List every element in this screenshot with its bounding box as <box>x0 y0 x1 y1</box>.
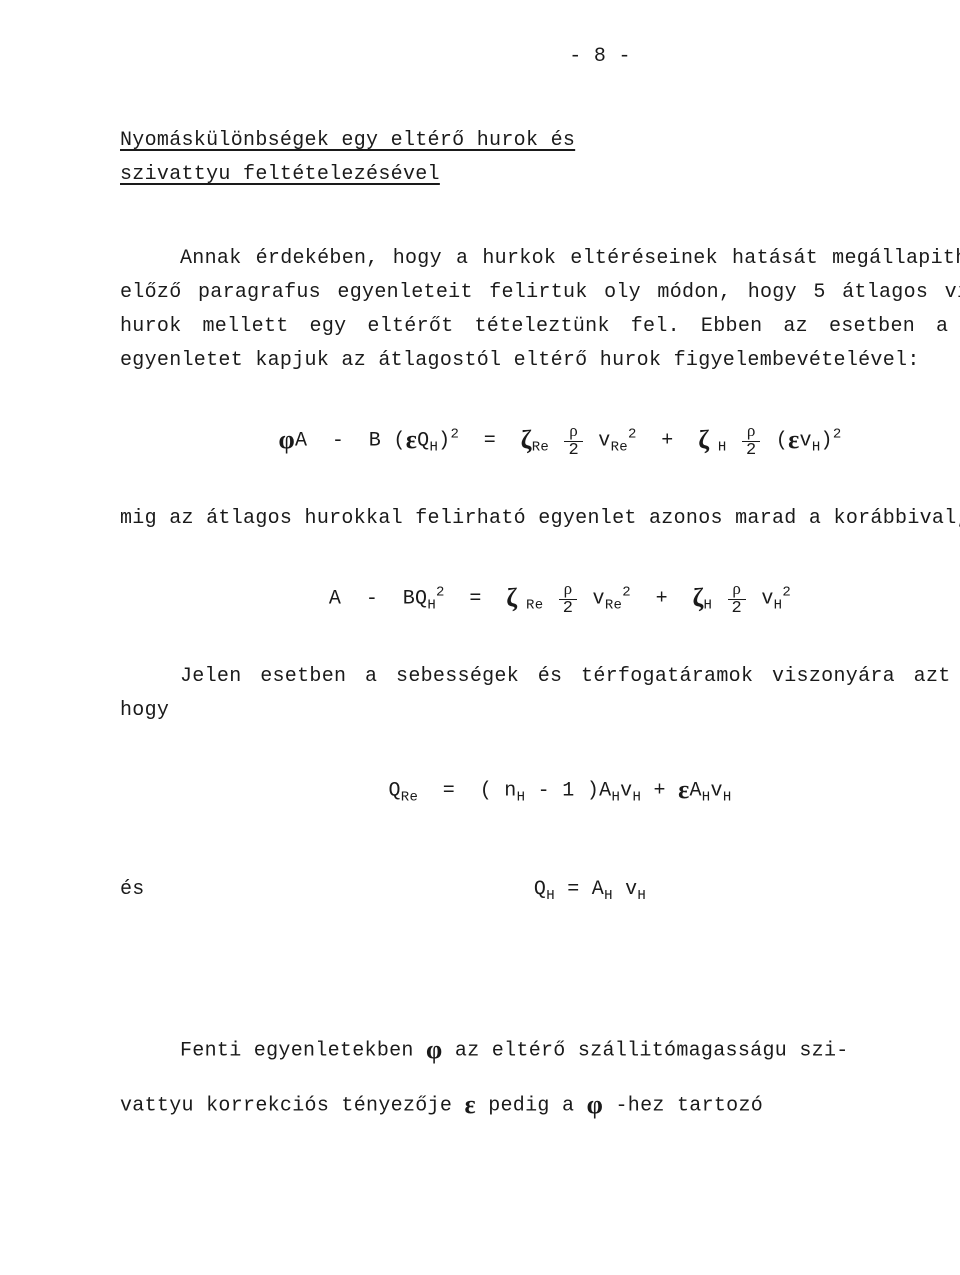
heading-line-2: szivattyu feltételezésével <box>120 163 440 186</box>
equation-15: φA - B (εQH)2 = ζRe ρ2 vRe2 + ζ H ρ2 (εv… <box>120 418 960 462</box>
para4-c: vattyu korrekciós tényezője <box>120 1094 464 1117</box>
para4-a: Fenti egyenletekben <box>180 1040 426 1063</box>
equation-16-row: A - BQH2 = ζ Re ρ2 vRe2 + ζH ρ2 vH2 /16/ <box>120 576 960 620</box>
para4-b: az eltérő szállitómagasságu szi- <box>455 1040 849 1063</box>
para4-d: pedig a <box>488 1094 586 1117</box>
paragraph-2: mig az átlagos hurokkal felirható egyenl… <box>120 502 960 536</box>
section-heading: Nyomáskülönbségek egy eltérő hurok és sz… <box>120 124 960 192</box>
phi-symbol: φ <box>426 1035 443 1064</box>
paragraph-4-line1: Fenti egyenletekben φ az eltérő szállitó… <box>120 1028 960 1072</box>
paragraph-1: Annak érdekében, hogy a hurkok eltérései… <box>120 242 960 378</box>
es-label: és <box>120 873 180 907</box>
paragraph-4-line2: vattyu korrekciós tényezője ε pedig a φ … <box>120 1083 960 1127</box>
equation-18-row: és QH = AH vH /18/ <box>120 873 960 909</box>
para4-e: -hez tartozó <box>615 1094 763 1117</box>
epsilon-symbol: ε <box>464 1090 475 1119</box>
equation-16: A - BQH2 = ζ Re ρ2 vRe2 + ζH ρ2 vH2 <box>120 576 960 620</box>
phi-symbol-2: φ <box>587 1090 604 1119</box>
page-number: - 8 - <box>120 40 960 74</box>
equation-17-row: QRe = ( nH - 1 )AHvH + εAHvH /17/ <box>120 768 960 812</box>
equation-18: QH = AH vH <box>180 873 960 909</box>
equation-17: QRe = ( nH - 1 )AHvH + εAHvH <box>120 768 960 812</box>
heading-line-1: Nyomáskülönbségek egy eltérő hurok és <box>120 129 575 152</box>
paragraph-3: Jelen esetben a sebességek és térfogatár… <box>120 660 960 728</box>
equation-15-row: φA - B (εQH)2 = ζRe ρ2 vRe2 + ζ H ρ2 (εv… <box>120 418 960 462</box>
